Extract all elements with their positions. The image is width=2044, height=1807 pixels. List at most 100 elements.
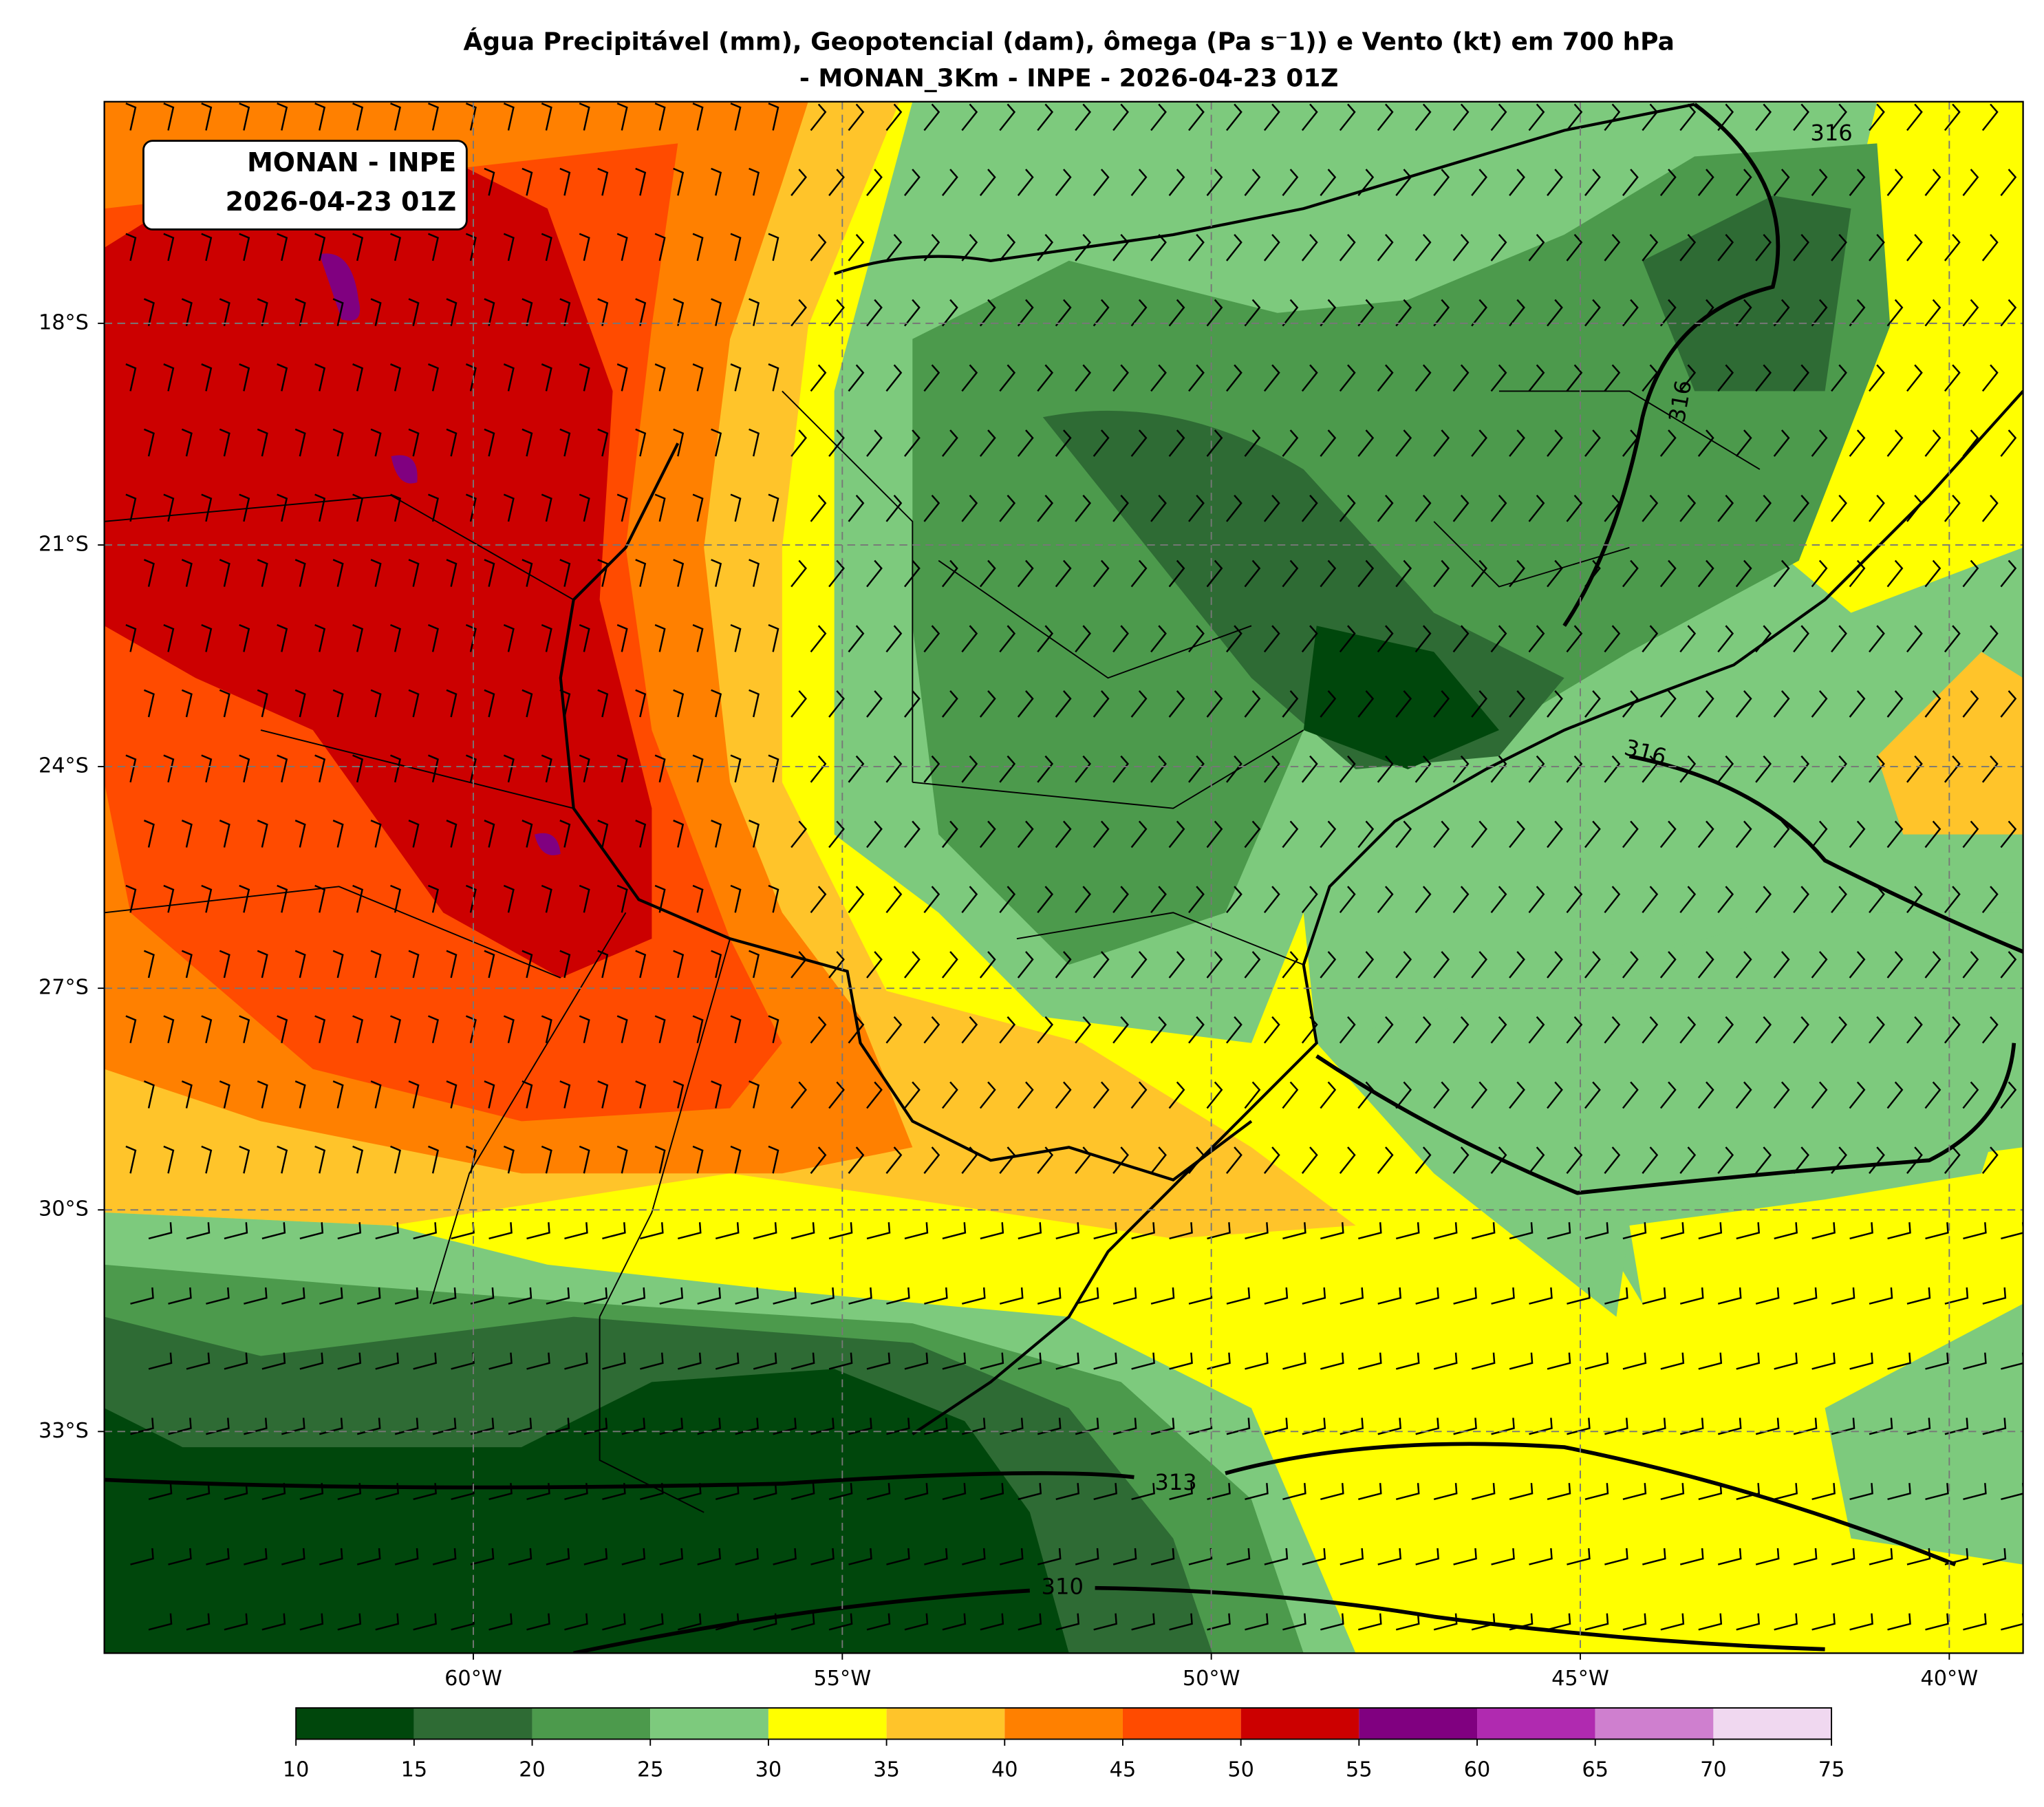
wind-barb bbox=[1433, 559, 1450, 588]
wind-barb bbox=[181, 298, 193, 326]
wind-barb bbox=[749, 559, 760, 587]
wind-barb bbox=[1660, 1483, 1685, 1501]
wind-barb bbox=[1924, 1081, 1941, 1109]
wind-barbs bbox=[125, 103, 2023, 1631]
wind-barb bbox=[886, 1287, 910, 1305]
wind-barb bbox=[1168, 169, 1185, 196]
wind-barb bbox=[1886, 951, 1904, 979]
wind-barb bbox=[810, 1146, 827, 1174]
wind-barb bbox=[942, 1352, 967, 1370]
wind-barb bbox=[597, 167, 609, 196]
wind-barb bbox=[201, 493, 213, 522]
wind-barb bbox=[1112, 1418, 1137, 1435]
wind-barb bbox=[1566, 886, 1583, 914]
wind-barb bbox=[1679, 103, 1697, 131]
wind-barb bbox=[390, 754, 401, 783]
wind-barb bbox=[579, 754, 590, 783]
wind-barb bbox=[1755, 1146, 1772, 1174]
wind-barb bbox=[1244, 429, 1261, 457]
wind-barb bbox=[1037, 1287, 1062, 1305]
wind-barb bbox=[768, 884, 779, 913]
wind-barb bbox=[1357, 820, 1375, 848]
wind-barb bbox=[1642, 625, 1659, 653]
wind-barb bbox=[1793, 1146, 1809, 1174]
wind-barb bbox=[1509, 951, 1525, 979]
wind-barb bbox=[828, 951, 845, 979]
wind-barb bbox=[239, 1015, 250, 1043]
wind-barb bbox=[904, 559, 921, 588]
wind-barb bbox=[923, 1016, 940, 1044]
wind-barb bbox=[1774, 1352, 1798, 1370]
wind-barb bbox=[1130, 951, 1148, 979]
wind-barb bbox=[962, 1548, 986, 1565]
wind-barb bbox=[1093, 1613, 1117, 1631]
wind-barb bbox=[1736, 1352, 1761, 1370]
wind-barb bbox=[148, 1222, 173, 1240]
wind-barb bbox=[999, 103, 1016, 131]
wind-barb bbox=[773, 1548, 797, 1565]
wind-barb bbox=[1963, 1613, 1987, 1631]
wind-barb bbox=[961, 625, 978, 653]
wind-barb bbox=[1188, 103, 1205, 131]
wind-barb bbox=[294, 298, 306, 326]
wind-barb bbox=[1735, 299, 1752, 327]
wind-barb bbox=[1981, 103, 1999, 131]
wind-barb bbox=[244, 1548, 268, 1565]
wind-barb bbox=[1491, 1418, 1515, 1435]
wind-barb bbox=[1981, 886, 1999, 914]
wind-barb bbox=[1264, 1548, 1289, 1565]
wind-barb bbox=[1301, 103, 1318, 131]
wind-barb bbox=[697, 1287, 722, 1305]
wind-barb bbox=[773, 1287, 797, 1305]
annotation-box bbox=[142, 140, 468, 231]
wind-barb bbox=[394, 1548, 419, 1565]
wind-barb bbox=[1604, 364, 1621, 392]
wind-barb bbox=[941, 1081, 958, 1109]
contour-316 bbox=[1315, 1042, 2016, 1195]
colorbar-bin bbox=[1359, 1708, 1478, 1740]
wind-barb bbox=[1415, 1548, 1439, 1565]
wind-barb bbox=[163, 754, 175, 783]
wind-barb bbox=[640, 1613, 664, 1631]
wind-barb bbox=[503, 623, 515, 652]
wind-barb bbox=[408, 820, 420, 848]
wind-barb bbox=[1622, 169, 1639, 196]
wind-barb bbox=[711, 950, 722, 979]
wind-barb bbox=[125, 1145, 137, 1174]
wind-barb bbox=[1206, 951, 1223, 979]
wind-barb bbox=[1395, 1613, 1420, 1631]
wind-barb bbox=[1773, 951, 1790, 979]
wind-barb bbox=[1433, 1483, 1458, 1501]
wind-barb bbox=[1282, 951, 1299, 979]
lon-tick-label: 45°W bbox=[1551, 1667, 1609, 1691]
wind-barb bbox=[370, 820, 382, 848]
wind-barb bbox=[1075, 625, 1092, 653]
wind-barb bbox=[1642, 886, 1659, 914]
wind-barb bbox=[1755, 755, 1772, 783]
wind-barb bbox=[143, 689, 155, 718]
wind-barb bbox=[1679, 494, 1697, 522]
wind-barb bbox=[148, 1483, 173, 1501]
wind-barb bbox=[332, 689, 344, 718]
wind-barb bbox=[541, 103, 552, 131]
wind-barb bbox=[980, 1222, 1004, 1240]
wind-barb bbox=[1925, 1222, 1949, 1240]
wind-barb bbox=[1906, 886, 1923, 914]
wind-barb bbox=[1811, 559, 1828, 588]
wind-barb bbox=[1340, 1287, 1364, 1305]
wind-barb bbox=[1168, 690, 1185, 718]
wind-barb bbox=[1962, 1081, 1979, 1109]
wind-barb bbox=[370, 559, 382, 587]
wind-barb bbox=[163, 493, 175, 522]
wind-barb bbox=[484, 689, 495, 718]
wind-barb bbox=[390, 623, 401, 652]
wind-barb bbox=[1490, 886, 1507, 914]
wind-barb bbox=[1811, 1081, 1828, 1109]
wind-barb bbox=[239, 754, 250, 783]
wind-barb bbox=[1168, 1081, 1185, 1109]
wind-barb bbox=[848, 755, 865, 783]
wind-barb bbox=[1679, 1016, 1697, 1044]
wind-barb bbox=[521, 428, 533, 457]
wind-barb bbox=[1433, 820, 1450, 848]
wind-barb bbox=[923, 234, 940, 261]
